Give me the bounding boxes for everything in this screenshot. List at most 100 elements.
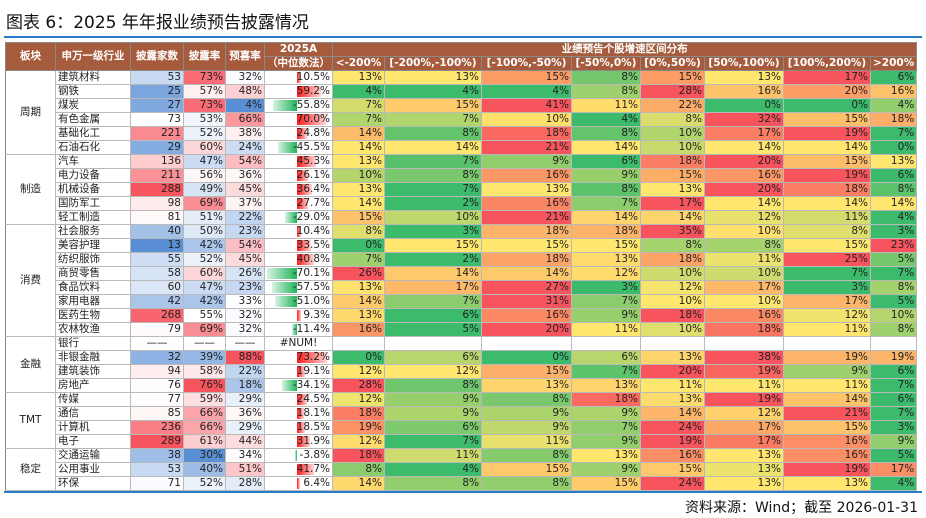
sector-label: 金融 — [5, 336, 56, 393]
header-bin: <-200% — [332, 56, 385, 71]
cell-rate: 58% — [183, 364, 226, 379]
cell-distribution: 0% — [704, 98, 784, 113]
table-row: 金融 银行 —— —— —— #NUM! — [5, 336, 918, 393]
table-row: 电子 289 61% 44% 31.9% 12% 7% 11% 9% 19% 17% 16% 9% — [6, 434, 918, 449]
cell-distribution: 7% — [571, 294, 641, 309]
cell-distribution: 11% — [640, 378, 705, 393]
cell-count: 38 — [130, 448, 184, 463]
cell-distribution: 18% — [332, 448, 385, 463]
cell-distribution: 32% — [704, 112, 784, 127]
cell-pos: 22% — [225, 210, 265, 225]
cell-rate: 66% — [183, 406, 226, 421]
cell-distribution: 15% — [783, 112, 871, 127]
cell-rate: 47% — [183, 154, 226, 169]
cell-distribution: 10% — [869, 308, 918, 323]
sector-label: 稳定 — [5, 448, 56, 491]
header-industry: 申万一级行业 — [55, 42, 131, 71]
cell-distribution: 13% — [704, 462, 784, 477]
cell-median-growth: -70.1% — [264, 266, 333, 281]
cell-distribution: 12% — [571, 266, 641, 281]
cell-distribution: 13% — [332, 280, 385, 295]
cell-rate: 52% — [183, 126, 226, 141]
table-row: 周期 建筑材料 53 73% 32% 10.5% 13% 13% 15% 8% 15% 13% 17% 6… — [5, 70, 918, 155]
median-data-bar — [297, 86, 322, 97]
cell-rate: 42% — [183, 294, 226, 309]
table-row: 房地产 76 76% 18% -34.1% 28% 8% 13% 13% 11% 11% 11% 7% — [6, 378, 918, 393]
header-positive-rate: 预喜率 — [225, 42, 265, 71]
cell-distribution: 13% — [783, 476, 871, 491]
cell-pos: —— — [225, 336, 265, 351]
cell-distribution: 16% — [481, 168, 572, 183]
median-growth-value: -57.5% — [292, 281, 330, 294]
cell-distribution: 5% — [384, 322, 482, 337]
cell-distribution: 23% — [869, 238, 918, 253]
cell-distribution: 5% — [869, 252, 918, 267]
header-bin: >200% — [869, 56, 918, 71]
header-count: 披露家数 — [130, 42, 184, 71]
cell-rate: 73% — [183, 98, 226, 113]
cell-rate: 52% — [183, 476, 226, 491]
cell-rate: 49% — [183, 182, 226, 197]
industry-name: 机械设备 — [55, 182, 131, 197]
cell-distribution: 9% — [571, 406, 641, 421]
cell-distribution: 7% — [571, 364, 641, 379]
industry-name: 煤炭 — [55, 98, 131, 113]
industry-name: 商贸零售 — [55, 266, 131, 281]
header-median-line1: 2025A — [264, 42, 333, 57]
cell-distribution: 4% — [869, 210, 918, 225]
median-data-bar — [297, 478, 300, 489]
cell-pos: 51% — [225, 462, 265, 477]
median-data-bar — [295, 450, 298, 461]
header-bin: [-200%,-100%) — [384, 56, 482, 71]
table-row: TMT 传媒 77 59% 29% 24.5% 12% 9% 8% 18% 13% 19% 14% 6% — [5, 392, 918, 449]
cell-distribution: 8% — [384, 126, 482, 141]
cell-distribution: 19% — [869, 350, 918, 365]
industry-name: 石油石化 — [55, 140, 131, 155]
cell-distribution: 6% — [384, 308, 482, 323]
cell-distribution: 14% — [704, 196, 784, 211]
cell-distribution: 3% — [869, 224, 918, 239]
cell-distribution: 7% — [869, 126, 918, 141]
cell-distribution: 12% — [332, 434, 385, 449]
cell-count: 81 — [130, 210, 184, 225]
cell-distribution: 13% — [640, 350, 705, 365]
industry-name: 有色金属 — [55, 112, 131, 127]
cell-distribution: 7% — [384, 182, 482, 197]
median-growth-value: 18.1% — [296, 407, 330, 420]
cell-median-growth: 33.5% — [264, 238, 333, 253]
cell-distribution: 24% — [640, 476, 705, 491]
cell-distribution: 8% — [384, 378, 482, 393]
industry-name: 农林牧渔 — [55, 322, 131, 337]
table-row: 家用电器 42 42% 33% -51.0% 14% 7% 31% 7% 10% 10% 17% 5% — [6, 294, 918, 309]
cell-distribution: 18% — [704, 322, 784, 337]
cell-pos: 24% — [225, 140, 265, 155]
median-data-bar — [275, 296, 297, 307]
cell-distribution: 9% — [481, 406, 572, 421]
cell-distribution: 14% — [384, 266, 482, 281]
header-sector: 板块 — [5, 42, 56, 71]
cell-distribution: 15% — [481, 462, 572, 477]
cell-distribution: 9% — [571, 434, 641, 449]
cell-distribution: 4% — [869, 476, 918, 491]
cell-distribution: 31% — [481, 294, 572, 309]
cell-distribution: 2% — [384, 196, 482, 211]
header-rate: 披露率 — [183, 42, 226, 71]
median-growth-value: 36.4% — [296, 183, 330, 196]
industry-name: 基础化工 — [55, 126, 131, 141]
cell-distribution: 12% — [704, 406, 784, 421]
cell-distribution: 13% — [571, 252, 641, 267]
median-data-bar — [297, 422, 305, 433]
cell-distribution: 11% — [571, 98, 641, 113]
median-data-bar — [297, 226, 302, 237]
cell-distribution: 10% — [640, 126, 705, 141]
cell-median-growth: 18.1% — [264, 406, 333, 421]
median-growth-value: 24.8% — [296, 127, 330, 140]
cell-distribution: 8% — [640, 238, 705, 253]
cell-count: 55 — [130, 252, 184, 267]
cell-distribution: 13% — [640, 182, 705, 197]
industry-name: 交通运输 — [55, 448, 131, 463]
cell-distribution: 8% — [869, 182, 918, 197]
cell-distribution: 16% — [481, 308, 572, 323]
cell-distribution: 14% — [640, 210, 705, 225]
cell-distribution: 11% — [704, 378, 784, 393]
